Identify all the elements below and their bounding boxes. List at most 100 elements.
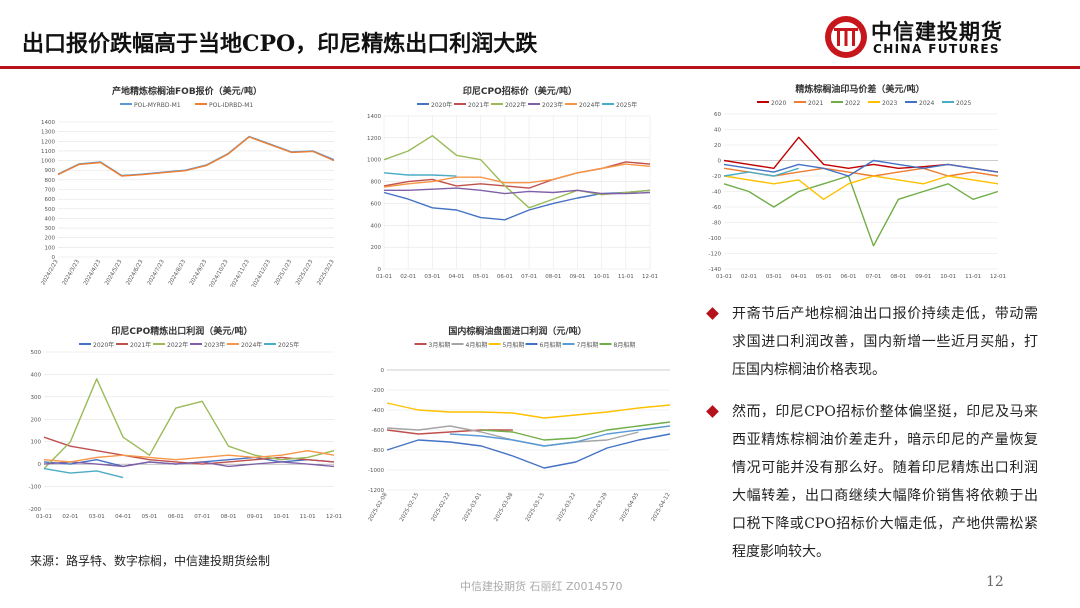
- series-line: [723, 175, 999, 247]
- y-tick-label: -1000: [368, 468, 384, 474]
- chart-svg: 印尼CPO精炼出口利润（美元/吨） 2020年 2021年 2022年 2023年 202…: [29, 325, 342, 520]
- series-line: [723, 167, 799, 177]
- x-tick-label: 08-01: [221, 514, 237, 520]
- y-tick-label: 600: [371, 201, 382, 207]
- x-tick-label: 04-01: [791, 274, 807, 280]
- y-tick-label: 1100: [41, 149, 55, 155]
- y-tick-label: -1200: [368, 488, 384, 494]
- commentary-item: 开斋节后产地棕榈油出口报价持续走低，带动需求国进口利润改善，国内新增一些近月买船…: [706, 300, 1038, 384]
- y-tick-label: -800: [372, 448, 385, 454]
- x-tick-label: 03-01: [424, 274, 440, 280]
- series-line: [723, 159, 999, 177]
- y-tick-label: 0: [378, 267, 382, 273]
- x-tick-label: 2025/2/23: [295, 259, 315, 287]
- x-tick-label: 02-01: [741, 274, 757, 280]
- legend-label: 4月船期: [466, 341, 488, 349]
- series-line: [43, 436, 335, 465]
- x-tick-label: 07-01: [521, 274, 537, 280]
- x-tick-label: 2024/11/23: [230, 259, 251, 287]
- refining-export-profit-chart: 印尼CPO精炼出口利润（美元/吨） 2020年 2021年 2022年 2023年 202…: [22, 322, 342, 527]
- x-tick-label: 08-01: [545, 274, 561, 280]
- company-logo: 中信建投期货 CHINA FUTURES: [823, 14, 1073, 62]
- legend-label: 2024年: [579, 101, 600, 109]
- x-tick-label: 11-01: [300, 514, 316, 520]
- x-tick-label: 07-01: [865, 274, 881, 280]
- y-tick-label: 0: [52, 255, 56, 261]
- series-line: [383, 135, 651, 209]
- legend-label: 2021: [808, 100, 823, 107]
- x-tick-label: 01-01: [716, 274, 732, 280]
- x-tick-label: 2024/9/23: [189, 259, 209, 287]
- x-tick-label: 09-01: [915, 274, 931, 280]
- x-tick-label: 10-01: [594, 274, 610, 280]
- x-tick-label: 2025-04-05: [619, 492, 640, 523]
- y-tick-label: -40: [712, 190, 721, 196]
- commentary: 开斋节后产地棕榈油出口报价持续走低，带动需求国进口利润改善，国内新增一些近月买船…: [706, 300, 1038, 580]
- x-tick-label: 06-01: [841, 274, 857, 280]
- series-line: [386, 433, 671, 469]
- x-tick-label: 12-01: [990, 274, 1006, 280]
- y-tick-label: 800: [371, 180, 382, 186]
- legend-label: 2020年: [431, 101, 452, 109]
- y-tick-label: -200: [29, 507, 42, 513]
- x-tick-label: 2025-02-08: [368, 492, 389, 523]
- legend-label: 2022年: [167, 341, 188, 349]
- legend-label: 2022年: [505, 101, 526, 109]
- x-tick-label: 10-01: [940, 274, 956, 280]
- legend-label: 2020: [771, 100, 786, 107]
- x-tick-label: 2024/2/23: [40, 259, 60, 287]
- y-tick-label: 1000: [41, 159, 55, 165]
- x-tick-label: 2025-03-01: [462, 492, 483, 523]
- y-tick-label: -100: [709, 236, 722, 242]
- fob-price-chart: 产地精炼棕榈油FOB报价（美元/吨） POL-MYRBD-M1 POL-IDRBD-…: [32, 82, 342, 287]
- x-tick-label: 2024/4/23: [83, 259, 103, 287]
- y-tick-label: 600: [45, 197, 56, 203]
- series-line: [383, 172, 457, 177]
- x-tick-label: 08-01: [890, 274, 906, 280]
- x-tick-label: 2025-02-22: [430, 492, 451, 523]
- series-line: [43, 461, 335, 468]
- commentary-item: 然而，印尼CPO招标价整体偏坚挺，印尼及马来西亚精炼棕榈油价差走升，暗示印尼的产…: [706, 398, 1038, 566]
- series-line: [481, 421, 671, 441]
- y-tick-label: 1300: [41, 130, 55, 136]
- y-tick-label: 0: [38, 462, 42, 468]
- legend-label: 6月船期: [540, 341, 562, 349]
- y-tick-label: -60: [712, 205, 721, 211]
- legend-label: POL-IDRBD-M1: [209, 102, 253, 109]
- x-tick-label: 2024/7/23: [147, 259, 167, 287]
- diamond-bullet-icon: [706, 405, 719, 418]
- x-tick-label: 05-01: [141, 514, 157, 520]
- chart-title: 产地精炼棕榈油FOB报价（美元/吨）: [112, 85, 262, 97]
- commentary-text: 然而，印尼CPO招标价整体偏坚挺，印尼及马来西亚精炼棕榈油价差走升，暗示印尼的产…: [732, 404, 1038, 560]
- x-tick-label: 01-01: [376, 274, 392, 280]
- chart-svg: 产地精炼棕榈油FOB报价（美元/吨） POL-MYRBD-M1 POL-IDRBD-…: [40, 85, 336, 287]
- legend-label: 2023年: [542, 101, 563, 109]
- y-tick-label: 40: [714, 128, 721, 134]
- y-tick-label: -80: [712, 221, 721, 227]
- x-tick-label: 2025/3/23: [316, 259, 336, 287]
- y-tick-label: -120: [709, 252, 722, 258]
- y-tick-label: 900: [45, 168, 56, 174]
- import-profit-chart: 国内棕榈油盘面进口利润（元/吨） 3月船期 4月船期 5月船期 6月船期 7月船期 8月船期…: [355, 322, 680, 532]
- chart-svg: 印尼CPO招标价（美元/吨） 2020年 2021年 2022年 2023年 2024年 2…: [367, 85, 658, 280]
- y-tick-label: 1000: [367, 158, 381, 164]
- citic-emblem-icon: [825, 16, 867, 58]
- chart-svg: 国内棕榈油盘面进口利润（元/吨） 3月船期 4月船期 5月船期 6月船期 7月船期 8月船期…: [368, 325, 672, 523]
- series-line: [386, 402, 671, 419]
- series-line: [43, 450, 335, 463]
- y-tick-label: -600: [372, 428, 385, 434]
- y-tick-label: 400: [31, 372, 42, 378]
- footer-watermark: 中信建投期货 石丽红 Z0014570: [460, 580, 623, 593]
- y-tick-label: -20: [712, 174, 721, 180]
- chart-title: 印尼CPO招标价（美元/吨）: [463, 85, 577, 97]
- x-tick-label: 2025/1/23: [274, 259, 294, 287]
- x-tick-label: 2025-03-22: [556, 492, 577, 523]
- y-tick-label: 20: [714, 143, 721, 149]
- logo-chinese-name: 中信建投期货: [871, 20, 1003, 44]
- y-tick-label: 700: [45, 188, 56, 194]
- page-number: 12: [986, 574, 1004, 590]
- x-tick-label: 2024/10/23: [209, 259, 230, 287]
- series-line: [43, 467, 124, 479]
- y-tick-label: 500: [31, 350, 42, 356]
- x-tick-label: 2024/8/23: [168, 259, 188, 287]
